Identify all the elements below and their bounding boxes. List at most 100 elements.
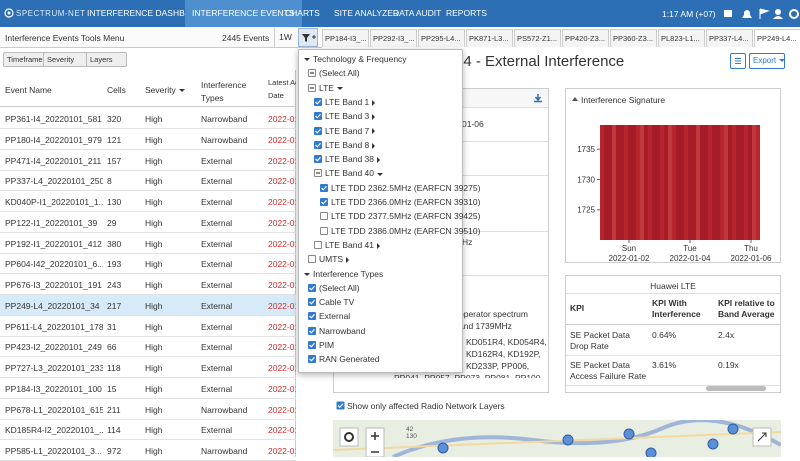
option[interactable]: LTE TDD 2362.5MHz (EARFCN 39275) — [331, 183, 480, 193]
option[interactable]: LTE Band 3 — [325, 111, 376, 121]
menu-button[interactable] — [730, 53, 746, 69]
option[interactable]: (Select All) — [319, 68, 360, 78]
kpi-panel: Huawei LTE KPI KPI With Interference KPI re… — [565, 275, 781, 393]
table-row[interactable]: KD040P-I1_20220101_1... 130 High External 20… — [0, 191, 296, 212]
option[interactable]: LTE — [319, 83, 343, 93]
table-cell: High — [145, 155, 163, 166]
table-row[interactable]: PP423-I2_20220101_249 66 High External 2022-… — [0, 336, 296, 358]
table-row[interactable]: PP611-L4_20220101_178 31 High External 2022-… — [0, 316, 296, 337]
table-row[interactable]: PP678-L1_20220101_615 211 High Narrowband 20… — [0, 399, 296, 420]
table-cell: 2022-01 — [268, 259, 296, 270]
option[interactable]: LTE Band 38 — [325, 154, 380, 164]
tab[interactable]: PP249-L4... — [754, 29, 800, 47]
tab[interactable]: PP292-I3_... — [370, 29, 417, 47]
tab[interactable]: PP360-Z3... — [610, 29, 657, 47]
table-row[interactable]: PP249-L4_20220101_34 217 High External 2022-… — [0, 294, 296, 316]
checkbox[interactable] — [314, 126, 322, 135]
table-row[interactable]: PP585-L1_20220101_3... 972 High Narrowband 2… — [0, 440, 296, 461]
nav-item[interactable]: INTERFERENCE DASHBOARD — [87, 8, 210, 18]
checkbox[interactable] — [320, 183, 328, 192]
checkbox[interactable] — [320, 198, 328, 206]
option[interactable]: LTE Band 8 — [325, 140, 376, 150]
logo[interactable]: SPECTRUM-NET — [16, 9, 86, 18]
checkbox[interactable] — [308, 312, 316, 321]
table-row[interactable]: KD185R4-I2_20220101_... 114 High External 20… — [0, 419, 296, 441]
checkbox[interactable] — [320, 212, 328, 221]
nav-item[interactable]: CHARTS — [285, 8, 320, 18]
tab[interactable]: PP337-L4... — [706, 29, 753, 47]
table-row[interactable]: PP184-I3_20220101_100 15 High External 2022-… — [0, 378, 296, 399]
filter-chip[interactable]: Severity — [43, 52, 89, 67]
checkbox[interactable] — [314, 112, 322, 121]
map[interactable]: 42 130 — [333, 420, 781, 457]
column-header[interactable]: Severity — [145, 85, 197, 95]
tab[interactable]: PP295-L4... — [418, 29, 465, 47]
column-header[interactable]: Types — [201, 93, 224, 103]
table-row[interactable]: PP180-I4_20220101_979 121 High Narrowband 20… — [0, 129, 296, 150]
table-row[interactable]: PP122-I1_20220101_39 29 High External 2022-0… — [0, 212, 296, 233]
checkbox[interactable] — [308, 255, 316, 264]
table-row[interactable]: PP192-I1_20220101_412 380 High External 2022… — [0, 233, 296, 254]
option[interactable]: LTE Band 41 — [325, 240, 380, 250]
table-row[interactable]: PP604-I42_20220101_6... 193 High External 20… — [0, 253, 296, 275]
checkbox[interactable] — [314, 240, 322, 249]
checkbox[interactable] — [308, 326, 316, 335]
nav-item[interactable]: SITE ANALYZER — [334, 8, 400, 18]
option[interactable]: (Select All) — [319, 283, 360, 293]
table-row[interactable]: PP337-L4_20220101_250 8 High External 2022-0… — [0, 170, 296, 192]
layers-option[interactable]: Show only affected Radio Network Layers — [347, 401, 505, 411]
tab[interactable]: PP420-Z3... — [562, 29, 609, 47]
option[interactable]: LTE Band 7 — [325, 126, 376, 136]
option[interactable]: LTE TDD 2377.5MHz (EARFCN 39425) — [331, 211, 480, 221]
column-header[interactable]: Event Name — [5, 85, 52, 95]
tab[interactable]: PK871-L3... — [466, 29, 513, 47]
section-header[interactable]: Interference Types — [304, 269, 383, 279]
option[interactable]: External — [319, 311, 350, 321]
table-row[interactable]: PP361-I4_20220101_581 320 High Narrowband 20… — [0, 108, 296, 129]
option[interactable]: LTE Band 40 — [325, 168, 383, 178]
table-row[interactable]: PP727-L3_20220101_233 118 High External 2022… — [0, 357, 296, 378]
option[interactable]: PIM — [319, 340, 334, 350]
checkbox[interactable] — [336, 401, 345, 410]
download-icon[interactable] — [533, 93, 543, 103]
table-row[interactable]: PP676-I3_20220101_191 243 High External 2022… — [0, 274, 296, 295]
checkbox[interactable] — [314, 97, 322, 106]
nav-item[interactable]: INTERFERENCE EVENTS — [185, 0, 302, 27]
checkbox[interactable] — [314, 140, 322, 149]
checkbox[interactable] — [308, 355, 316, 364]
nav-item[interactable]: DATA AUDIT — [393, 8, 442, 18]
checkbox[interactable] — [308, 83, 316, 92]
option[interactable]: LTE TDD 2366.0MHz (EARFCN 39310) — [331, 197, 480, 207]
tab[interactable]: PP184-I3_... — [322, 29, 369, 47]
section-header[interactable]: Technology & Frequency — [304, 54, 407, 64]
filter-chip[interactable]: Layers — [86, 52, 127, 67]
table-cell: PP727-L3_20220101_233 — [5, 363, 103, 373]
checkbox[interactable] — [308, 341, 316, 349]
export-button[interactable]: Export — [749, 53, 786, 69]
column-header[interactable]: Cells — [107, 85, 126, 95]
column-header[interactable]: Interference — [201, 80, 247, 90]
checkbox[interactable] — [320, 226, 328, 235]
checkbox[interactable] — [308, 69, 316, 78]
nav-item[interactable]: REPORTS — [446, 8, 487, 18]
checkbox[interactable] — [308, 298, 316, 307]
checkbox[interactable] — [314, 155, 322, 164]
checkbox[interactable] — [314, 169, 322, 178]
option[interactable]: Cable TV — [319, 297, 354, 307]
option[interactable]: RAN Generated — [319, 354, 379, 364]
tab[interactable]: PS572-Z1... — [514, 29, 561, 47]
column-header[interactable]: Latest Ac — [268, 78, 296, 87]
tab[interactable]: PL823-L1... — [658, 29, 705, 47]
option[interactable]: Narrowband — [319, 326, 365, 336]
checkbox[interactable] — [308, 283, 316, 292]
option[interactable]: UMTS — [319, 254, 350, 264]
nav-icons[interactable] — [722, 7, 800, 21]
collapse-icon[interactable] — [571, 95, 579, 103]
filter-icon — [302, 34, 316, 42]
range-button[interactable]: 1W — [274, 28, 296, 47]
option[interactable]: LTE TDD 2386.0MHz (EARFCN 39510) — [331, 226, 480, 236]
filter-button[interactable] — [298, 28, 318, 47]
table-row[interactable]: PP471-I4_20220101_211 157 High External 2022… — [0, 150, 296, 171]
column-header[interactable]: Date — [268, 91, 284, 100]
option[interactable]: LTE Band 1 — [325, 97, 376, 107]
